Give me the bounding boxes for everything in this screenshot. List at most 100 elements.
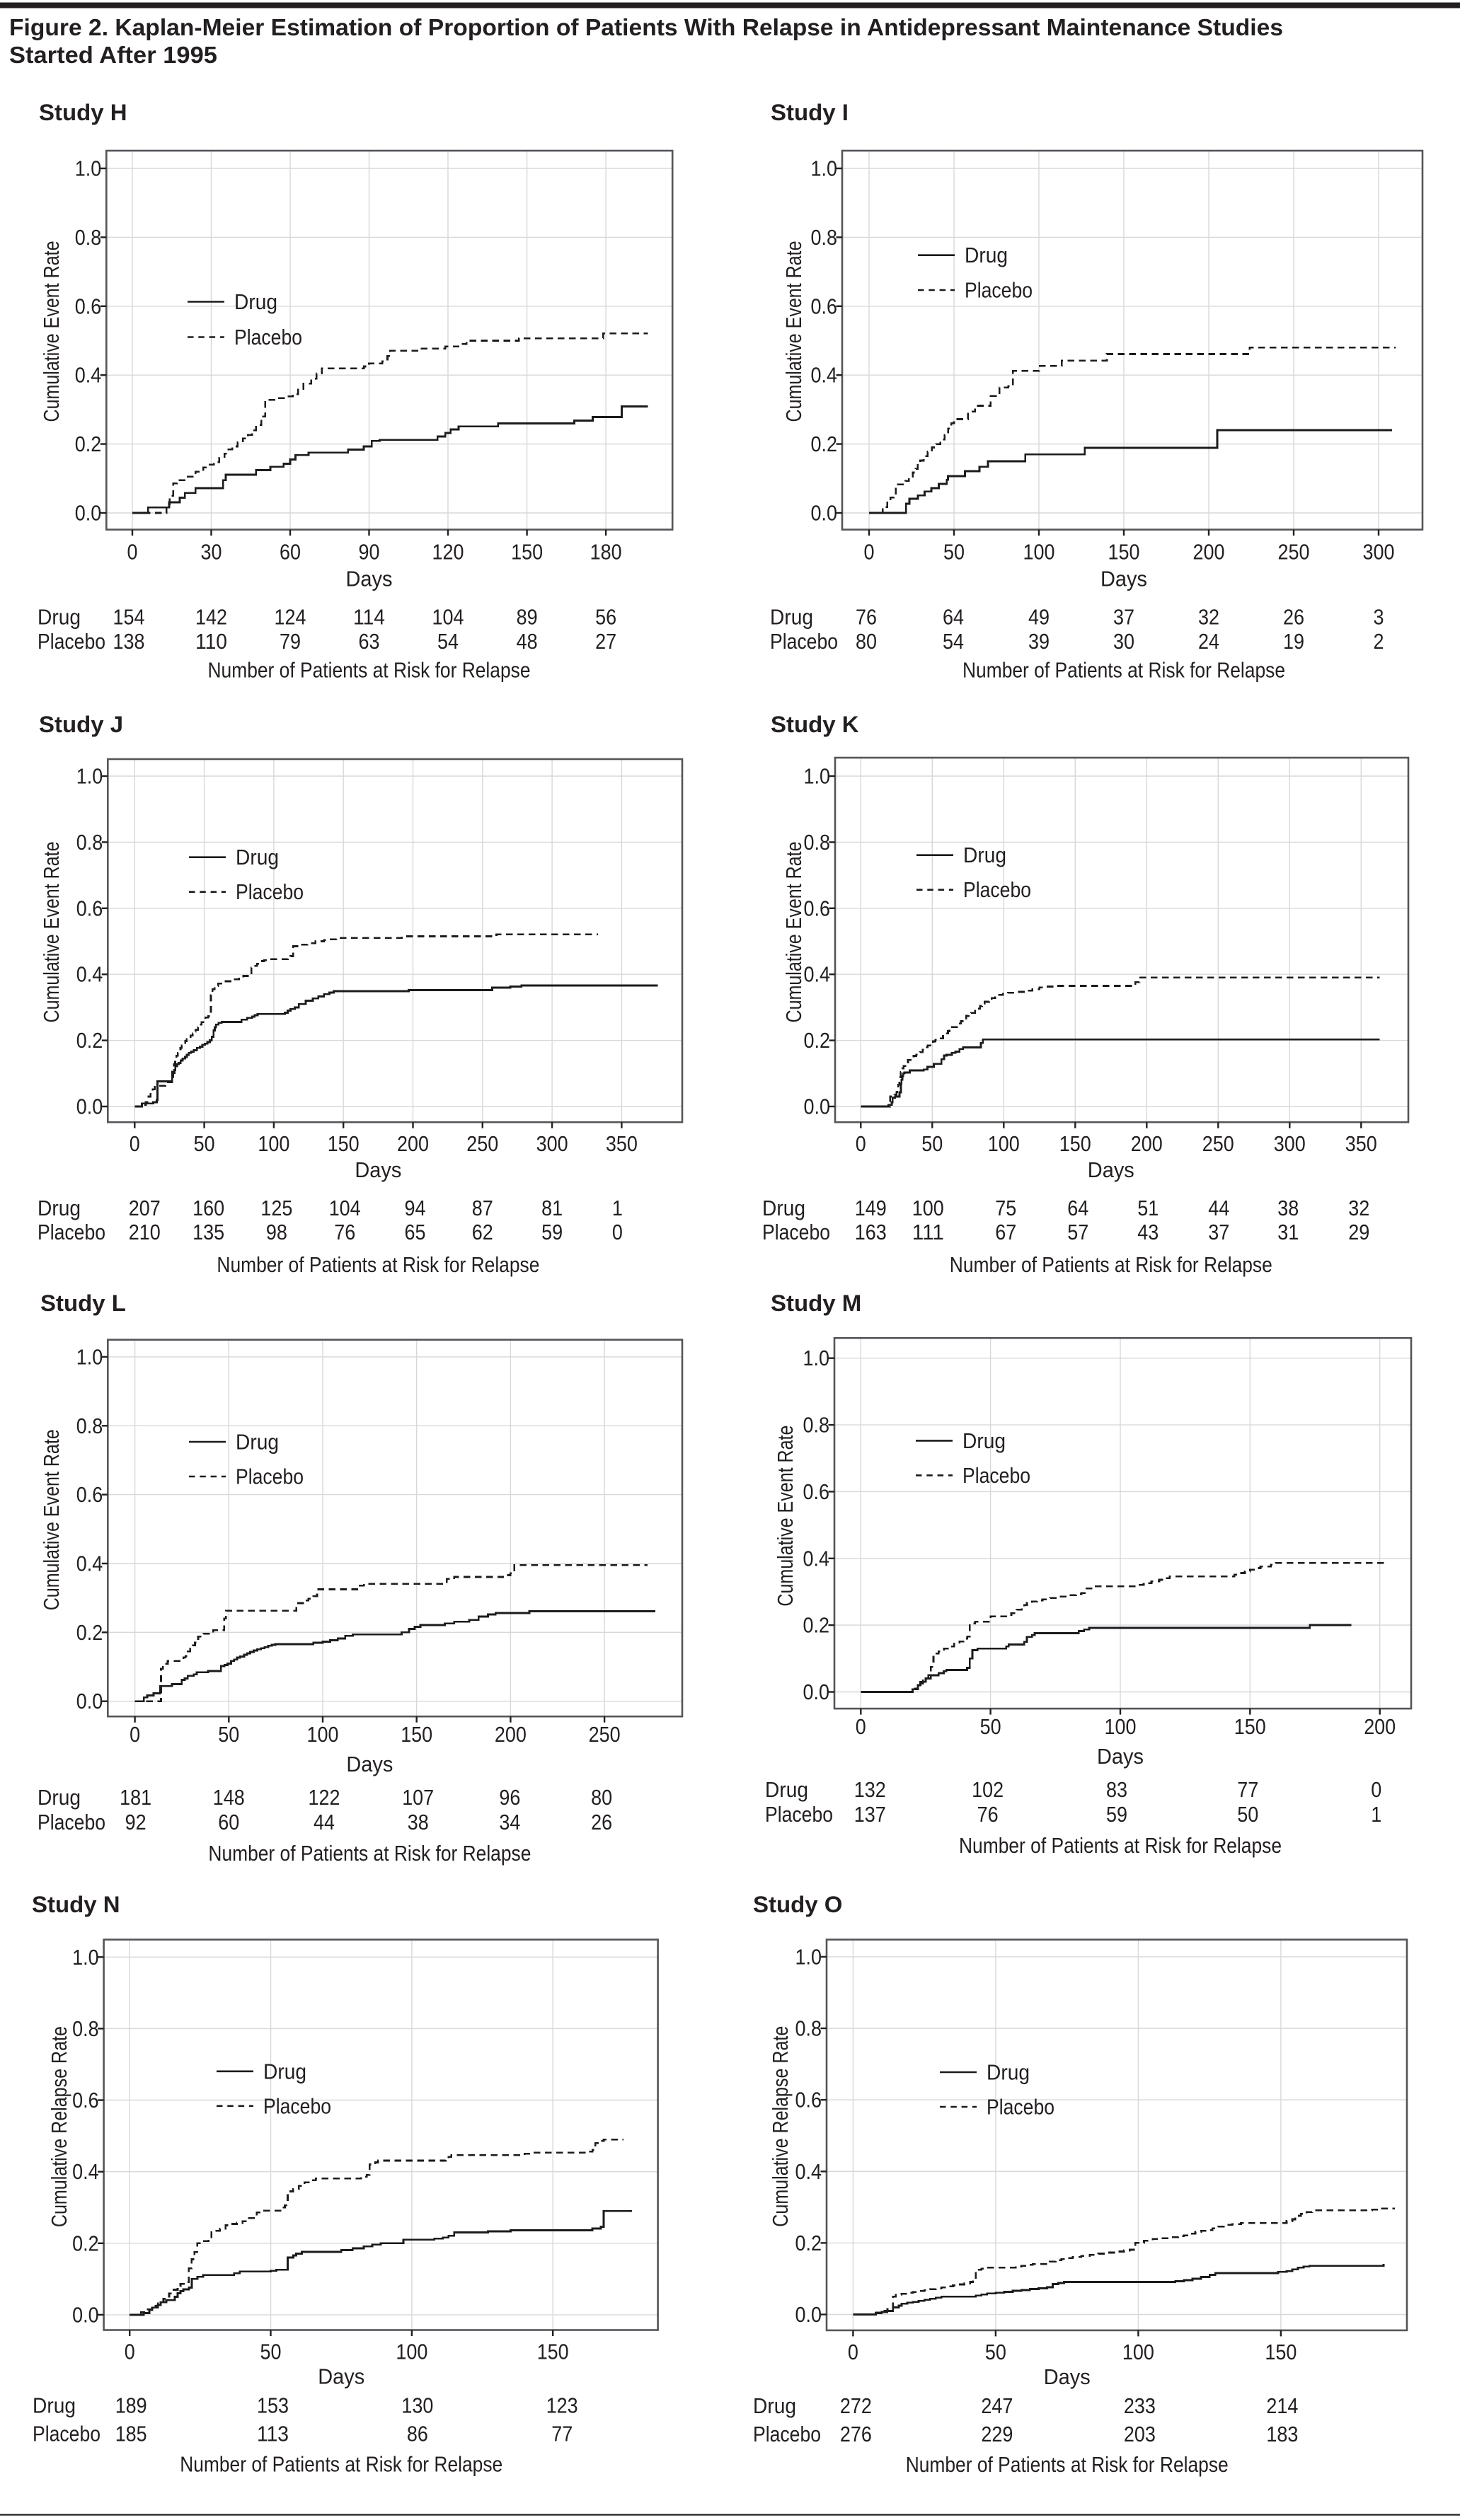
svg-text:0.4: 0.4 [72, 2159, 99, 2184]
svg-text:Cumulative Relapse Rate: Cumulative Relapse Rate [768, 2026, 793, 2227]
svg-text:Figure 2. Kaplan-Meier Estimat: Figure 2. Kaplan-Meier Estimation of Pro… [9, 15, 1283, 41]
svg-text:100: 100 [1105, 1714, 1137, 1739]
svg-text:0.4: 0.4 [811, 363, 838, 388]
svg-text:0: 0 [864, 540, 875, 565]
svg-text:Study H: Study H [39, 100, 127, 125]
svg-text:24: 24 [1198, 629, 1219, 654]
svg-text:Placebo: Placebo [234, 325, 302, 349]
svg-text:150: 150 [1108, 540, 1140, 565]
svg-text:29: 29 [1348, 1220, 1369, 1244]
svg-text:150: 150 [511, 540, 543, 565]
svg-text:0: 0 [127, 540, 138, 565]
svg-text:0.4: 0.4 [76, 1551, 103, 1576]
svg-text:Days: Days [1097, 1744, 1144, 1769]
svg-text:0.8: 0.8 [72, 2016, 99, 2041]
svg-text:163: 163 [855, 1220, 887, 1244]
svg-text:50: 50 [943, 540, 965, 565]
svg-text:153: 153 [257, 2393, 289, 2418]
svg-text:27: 27 [595, 629, 616, 654]
svg-text:65: 65 [405, 1220, 426, 1244]
svg-text:Started After 1995: Started After 1995 [9, 42, 217, 69]
svg-text:120: 120 [432, 540, 464, 565]
svg-text:0.0: 0.0 [804, 1094, 831, 1119]
svg-text:113: 113 [257, 2422, 289, 2446]
svg-text:96: 96 [499, 1785, 520, 1810]
svg-text:98: 98 [266, 1220, 287, 1244]
svg-text:Number of Patients at Risk for: Number of Patients at Risk for Relapse [208, 1841, 531, 1866]
svg-text:0.8: 0.8 [795, 2016, 822, 2041]
svg-text:0.6: 0.6 [72, 2088, 99, 2112]
svg-text:150: 150 [328, 1131, 360, 1156]
svg-text:200: 200 [397, 1131, 429, 1156]
svg-text:44: 44 [1208, 1196, 1229, 1220]
svg-text:Cumulative Event Rate: Cumulative Event Rate [781, 842, 806, 1023]
svg-text:0.6: 0.6 [803, 1479, 830, 1504]
svg-text:26: 26 [1283, 605, 1304, 630]
svg-text:247: 247 [981, 2393, 1013, 2418]
svg-text:Study O: Study O [753, 1892, 842, 1917]
svg-text:1.0: 1.0 [72, 1945, 99, 1970]
svg-text:60: 60 [280, 540, 301, 565]
svg-text:1.0: 1.0 [811, 156, 838, 181]
svg-text:Drug: Drug [234, 289, 277, 314]
svg-text:50: 50 [260, 2340, 282, 2364]
svg-text:Cumulative Event Rate: Cumulative Event Rate [39, 1429, 64, 1610]
svg-text:Days: Days [355, 1157, 401, 1182]
svg-text:94: 94 [405, 1196, 426, 1220]
svg-text:0.6: 0.6 [811, 294, 838, 318]
svg-text:1.0: 1.0 [76, 1344, 103, 1369]
svg-text:Placebo: Placebo [987, 2095, 1054, 2120]
svg-text:149: 149 [855, 1196, 887, 1220]
svg-text:100: 100 [1023, 540, 1055, 565]
svg-text:0.0: 0.0 [803, 1680, 830, 1704]
svg-text:0: 0 [130, 1131, 140, 1156]
svg-text:Days: Days [346, 567, 393, 591]
svg-text:81: 81 [541, 1196, 563, 1220]
svg-text:48: 48 [517, 629, 538, 654]
svg-text:43: 43 [1137, 1220, 1159, 1244]
svg-text:300: 300 [536, 1131, 568, 1156]
svg-text:Cumulative Relapse Rate: Cumulative Relapse Rate [47, 2026, 71, 2227]
svg-text:50: 50 [980, 1714, 1001, 1739]
svg-text:Study K: Study K [771, 712, 859, 737]
svg-text:34: 34 [499, 1810, 520, 1834]
svg-text:30: 30 [201, 540, 222, 565]
svg-text:Number of Patients at Risk for: Number of Patients at Risk for Relapse [962, 658, 1285, 683]
svg-text:Placebo: Placebo [963, 877, 1031, 902]
svg-text:Placebo: Placebo [962, 1463, 1030, 1488]
svg-text:122: 122 [309, 1785, 340, 1810]
svg-text:1.0: 1.0 [75, 156, 102, 181]
svg-text:0: 0 [856, 1714, 866, 1739]
svg-text:0.6: 0.6 [75, 294, 102, 318]
svg-text:0: 0 [1371, 1777, 1381, 1802]
svg-text:1.0: 1.0 [804, 764, 831, 789]
svg-text:86: 86 [407, 2422, 428, 2446]
svg-text:137: 137 [854, 1802, 886, 1827]
svg-text:87: 87 [472, 1196, 493, 1220]
svg-text:160: 160 [192, 1196, 224, 1220]
svg-text:0.4: 0.4 [76, 962, 103, 987]
svg-text:1.0: 1.0 [795, 1944, 822, 1969]
svg-text:114: 114 [353, 605, 385, 630]
svg-text:32: 32 [1348, 1196, 1369, 1220]
svg-text:26: 26 [591, 1810, 612, 1834]
svg-text:0.8: 0.8 [75, 225, 102, 250]
svg-text:80: 80 [591, 1785, 612, 1810]
svg-text:110: 110 [195, 629, 227, 654]
svg-text:0.0: 0.0 [76, 1094, 103, 1119]
svg-text:Cumulative Event Rate: Cumulative Event Rate [39, 241, 64, 422]
svg-text:0.2: 0.2 [804, 1028, 831, 1053]
svg-text:50: 50 [194, 1131, 215, 1156]
svg-text:51: 51 [1137, 1196, 1159, 1220]
svg-text:Placebo: Placebo [33, 2422, 100, 2446]
svg-text:185: 185 [115, 2422, 147, 2446]
svg-text:150: 150 [1059, 1131, 1091, 1156]
svg-text:Days: Days [1088, 1157, 1134, 1182]
svg-text:Drug: Drug [753, 2393, 796, 2418]
svg-text:107: 107 [402, 1785, 434, 1810]
svg-text:50: 50 [921, 1131, 943, 1156]
svg-text:0.2: 0.2 [795, 2231, 822, 2255]
svg-text:Number of Patients at Risk for: Number of Patients at Risk for Relapse [950, 1252, 1272, 1277]
svg-text:67: 67 [995, 1220, 1016, 1244]
svg-text:59: 59 [541, 1220, 563, 1244]
